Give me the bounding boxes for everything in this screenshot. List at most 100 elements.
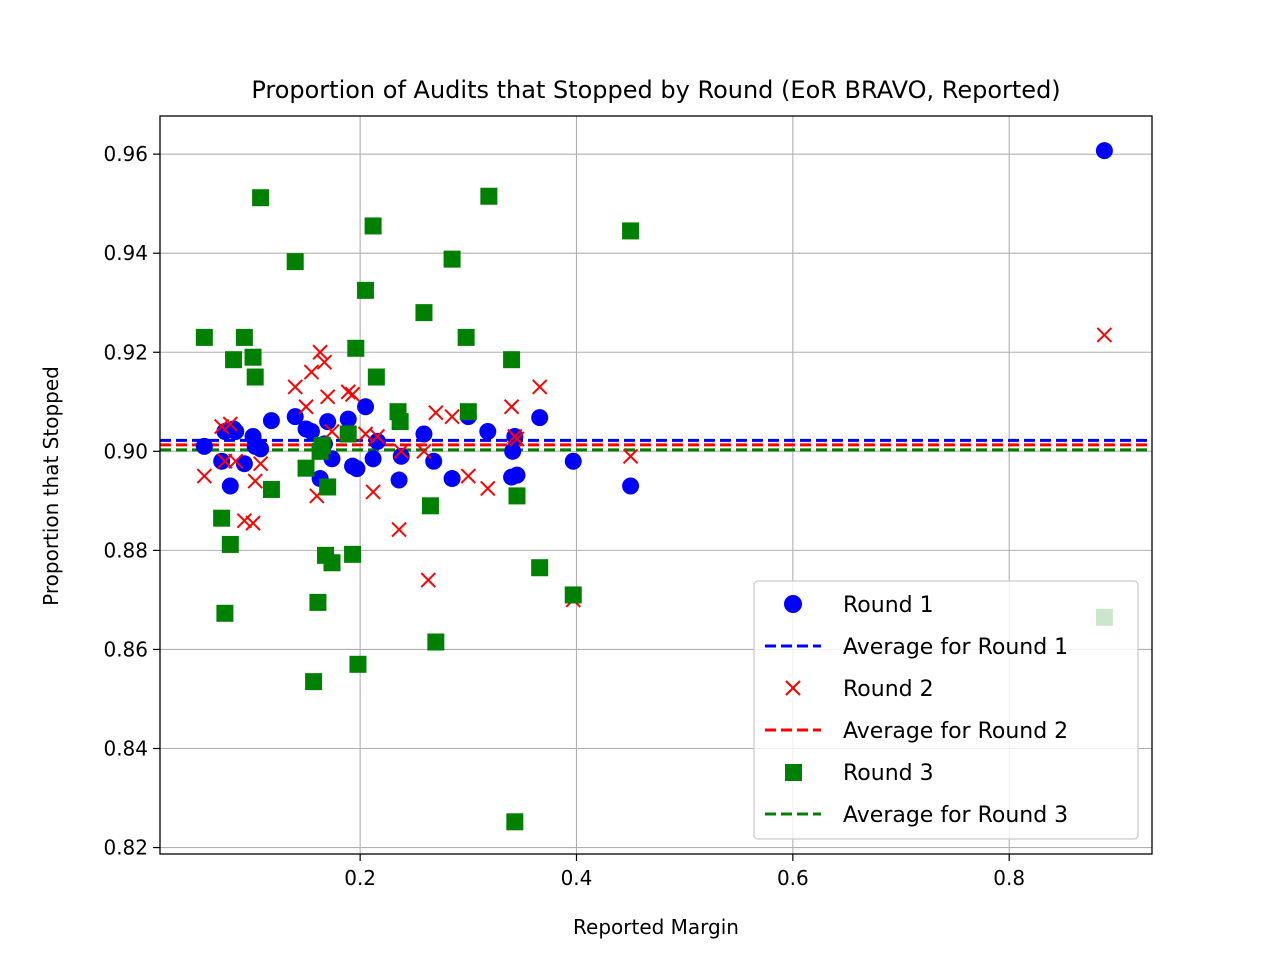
point-round-3: [367, 368, 385, 386]
point-round-1: [302, 423, 320, 441]
point-round-2: [247, 473, 263, 489]
point-round-3: [305, 673, 323, 691]
point-round-2: [1096, 327, 1113, 343]
point-round-3: [286, 253, 304, 271]
point-round-2: [460, 468, 477, 484]
point-round-2: [444, 408, 460, 425]
point-round-3: [339, 425, 357, 443]
point-round-1: [339, 410, 357, 428]
point-round-1: [392, 447, 410, 465]
point-round-3: [622, 222, 640, 240]
point-round-3: [457, 328, 475, 346]
point-round-2: [213, 418, 230, 435]
point-round-3: [313, 436, 331, 454]
point-round-3: [531, 559, 549, 577]
point-round-3: [246, 368, 264, 386]
point-round-3: [459, 403, 477, 421]
y-tick-label: 0.96: [103, 142, 148, 166]
point-round-3: [244, 348, 262, 366]
point-round-1: [504, 442, 522, 460]
point-round-2: [369, 428, 386, 445]
point-round-1: [390, 471, 408, 489]
point-round-2: [365, 484, 381, 500]
point-round-3: [357, 281, 375, 299]
point-round-2: [324, 423, 340, 440]
y-tick-label: 0.84: [103, 737, 148, 761]
point-round-2: [503, 399, 520, 415]
legend-label-round-1: Round 1: [843, 593, 934, 618]
point-round-1: [443, 470, 461, 488]
legend-label-round-3: Round 3: [843, 761, 934, 786]
y-tick-label: 0.90: [103, 439, 148, 463]
x-axis-ticks: 0.2 0.4 0.6 0.8: [344, 854, 1025, 890]
point-round-3: [262, 480, 280, 498]
point-round-2: [532, 379, 548, 395]
chart-title: Proportion of Audits that Stopped by Rou…: [251, 76, 1060, 104]
legend-label-round-2: Round 2: [843, 677, 934, 702]
point-round-3: [364, 217, 382, 235]
y-tick-label: 0.86: [103, 637, 148, 661]
point-round-3: [297, 459, 315, 477]
point-round-1: [368, 432, 386, 450]
legend: Round 1 Average for Round 1 Round 2 Aver…: [753, 580, 1139, 840]
point-round-3: [195, 328, 213, 346]
point-round-1: [195, 437, 213, 455]
point-round-3: [221, 535, 239, 553]
point-round-2: [312, 344, 328, 360]
point-round-1: [252, 440, 270, 458]
point-round-3: [347, 339, 365, 357]
point-round-2: [480, 480, 496, 497]
point-round-1: [221, 477, 239, 495]
legend-marker-round-2: [785, 680, 801, 696]
point-round-3: [235, 328, 253, 346]
point-round-3: [349, 655, 367, 673]
y-tick-label: 0.94: [103, 241, 148, 265]
point-round-1: [348, 460, 366, 478]
point-round-2: [509, 431, 525, 447]
legend-label-average-round-3: Average for Round 3: [843, 803, 1068, 828]
point-round-2: [622, 448, 639, 464]
x-tick-label: 0.6: [777, 866, 809, 890]
point-round-1: [415, 425, 433, 443]
point-round-3: [415, 304, 433, 322]
legend-marker-round-1: [784, 595, 802, 613]
legend-box: [753, 580, 1139, 840]
point-round-3: [503, 351, 521, 369]
point-round-1: [531, 409, 549, 427]
point-round-3: [508, 487, 526, 505]
point-round-1: [227, 423, 245, 441]
point-round-2: [252, 455, 269, 472]
point-round-3: [225, 351, 243, 369]
point-round-2: [222, 416, 239, 432]
point-round-1: [508, 466, 526, 484]
point-round-1: [622, 477, 640, 495]
point-round-3: [421, 497, 439, 515]
point-round-2: [357, 426, 374, 442]
point-round-2: [196, 468, 213, 484]
x-tick-label: 0.4: [561, 866, 593, 890]
data-markers: [195, 142, 1113, 831]
point-round-2: [303, 364, 320, 380]
point-round-2: [393, 443, 409, 460]
point-round-1: [262, 412, 280, 430]
y-tick-label: 0.88: [103, 538, 148, 562]
point-round-1: [564, 452, 582, 470]
y-axis-ticks: 0.82 0.84 0.86 0.88 0.90 0.92 0.94 0.96: [103, 142, 160, 860]
legend-label-average-round-2: Average for Round 2: [843, 719, 1068, 744]
x-tick-label: 0.2: [344, 866, 376, 890]
point-round-3: [252, 189, 270, 207]
point-round-3: [443, 250, 461, 268]
y-tick-label: 0.92: [103, 340, 148, 364]
point-round-3: [323, 554, 341, 572]
point-round-1: [213, 452, 231, 470]
point-round-2: [319, 389, 336, 405]
point-round-3: [480, 187, 498, 205]
point-round-2: [391, 521, 407, 538]
point-round-2: [340, 384, 356, 400]
x-axis-label: Reported Margin: [573, 915, 739, 939]
point-round-2: [236, 512, 253, 529]
point-round-2: [298, 399, 314, 415]
y-tick-label: 0.82: [103, 836, 148, 860]
point-round-1: [319, 413, 337, 431]
